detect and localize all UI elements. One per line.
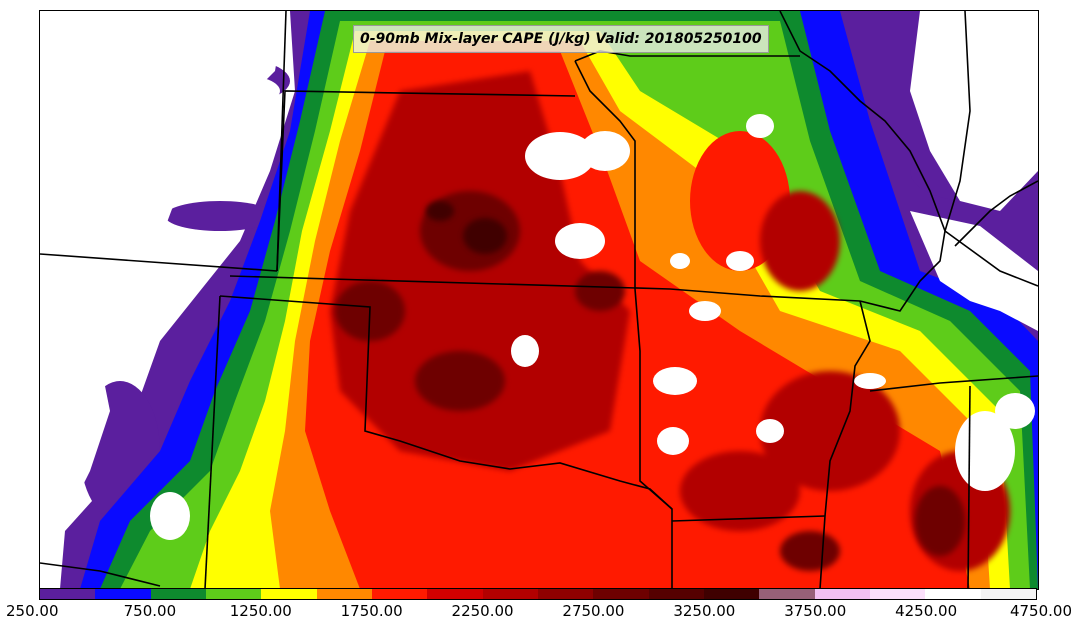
colorbar [39,588,1037,600]
cape-map: 0-90mb Mix-layer CAPE (J/kg) Valid: 2018… [39,10,1039,590]
colorbar-swatch [205,589,262,599]
colorbar-tick-label: 1250.00 [229,602,292,620]
colorbar-swatch [261,589,317,599]
colorbar-tick-label: 750.00 [123,602,177,620]
colorbar-swatch [814,589,870,599]
colorbar-swatch [980,589,1036,599]
colorbar-swatch [869,589,926,599]
cape-layer-darkest [426,201,507,254]
colorbar-swatch [703,589,760,599]
state-borders [40,11,1038,589]
colorbar-swatch [482,589,538,599]
colorbar-tick-label: 1750.00 [340,602,403,620]
colorbar-swatch [759,589,815,599]
colorbar-swatch [593,589,649,599]
colorbar-tick-labels: 250.00 750.00 1250.00 1750.00 2250.00 2750.00… [0,602,1081,626]
colorbar-swatch [537,589,594,599]
colorbar-tick-label: 4250.00 [895,602,958,620]
cape-contour-field [40,11,1038,589]
map-title: 0-90mb Mix-layer CAPE (J/kg) Valid: 2018… [353,25,769,53]
colorbar-tick-label: 2250.00 [451,602,514,620]
colorbar-swatch [150,589,206,599]
colorbar-tick-label: 4750.00 [1009,602,1072,620]
colorbar-swatch [427,589,483,599]
cape-low-areas [40,11,1038,551]
colorbar-tick-label: 250.00 [6,602,59,620]
colorbar-swatch [648,589,704,599]
colorbar-tick-label: 2750.00 [562,602,625,620]
colorbar-swatch [371,589,428,599]
colorbar-swatch [316,589,372,599]
colorbar-swatch [925,589,981,599]
colorbar-tick-label: 3250.00 [673,602,736,620]
colorbar-swatch [95,589,151,599]
colorbar-swatch [40,589,96,599]
colorbar-tick-label: 3750.00 [784,602,847,620]
